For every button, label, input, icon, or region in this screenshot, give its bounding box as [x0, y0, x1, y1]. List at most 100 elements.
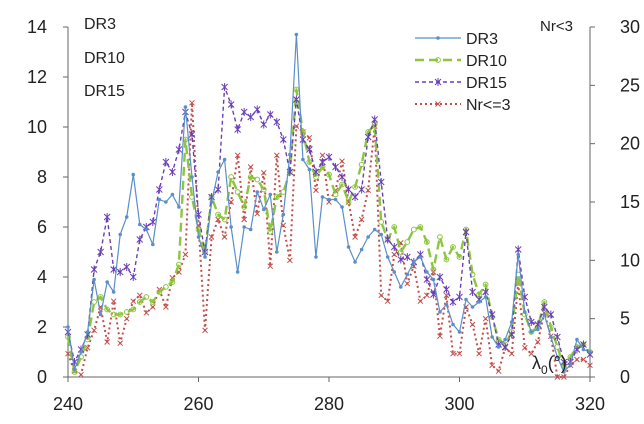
y-left-tick-label: 12 [27, 67, 47, 87]
data-point-dr3 [398, 285, 403, 289]
data-point-dr15 [449, 298, 457, 306]
left-label-dr15: DR15 [84, 83, 125, 100]
data-point-nr-3 [143, 309, 150, 316]
data-point-dr3 [425, 270, 429, 274]
data-point-dr15 [175, 145, 183, 154]
data-point-dr3 [451, 322, 455, 327]
data-point-dr15 [97, 248, 104, 256]
data-point-dr15 [221, 83, 228, 91]
data-point-dr10 [104, 306, 111, 313]
data-point-dr10 [156, 289, 163, 295]
data-point-dr3 [496, 345, 501, 349]
data-point-dr10 [345, 199, 352, 205]
data-point-dr3 [509, 320, 514, 324]
data-point-dr15 [116, 268, 124, 276]
data-point-nr-3 [352, 234, 358, 240]
data-point-nr-3 [384, 298, 391, 305]
data-point-nr-3 [208, 234, 215, 240]
data-point-nr-3 [587, 362, 593, 369]
data-point-dr10 [260, 186, 267, 193]
data-point-dr3 [385, 255, 390, 259]
data-point-dr3 [457, 330, 462, 334]
data-point-nr-3 [437, 333, 443, 340]
data-point-dr15 [482, 288, 489, 296]
data-point-nr-3 [391, 251, 398, 258]
data-point-dr3 [98, 312, 103, 317]
data-point-dr15 [253, 105, 261, 114]
data-point-dr15 [443, 285, 450, 294]
data-point-dr3 [72, 367, 77, 372]
data-point-dr3 [379, 232, 384, 237]
y-left-tick-label: 4 [37, 267, 47, 287]
data-point-nr-3 [221, 234, 228, 240]
y-right-tick-label: 30 [620, 17, 640, 37]
series-nr-3 [65, 99, 593, 380]
data-point-dr10 [97, 294, 104, 300]
data-point-dr3 [418, 255, 423, 259]
data-point-nr-3 [130, 298, 137, 305]
data-point-nr-3 [110, 298, 117, 305]
data-point-dr10 [332, 191, 339, 198]
data-point-nr-3 [136, 292, 143, 299]
y-left-tick-label: 14 [27, 17, 47, 37]
data-point-dr15 [534, 320, 542, 329]
data-point-nr-3 [228, 199, 234, 205]
data-point-dr3 [255, 190, 260, 194]
data-point-nr-3 [182, 251, 189, 258]
data-point-dr10 [143, 294, 150, 300]
legend-label-nr-3: Nr<=3 [466, 97, 511, 114]
data-point-nr-3 [574, 356, 580, 363]
x-axis-label-sub: 0 [541, 363, 548, 377]
data-point-dr3 [320, 195, 325, 199]
data-point-dr15 [436, 273, 444, 281]
data-point-dr10 [228, 174, 235, 180]
data-point-dr3 [66, 325, 70, 329]
data-point-nr-3 [189, 99, 195, 106]
data-point-dr10 [482, 281, 489, 288]
data-point-dr10 [378, 219, 385, 225]
data-point-dr10 [91, 299, 97, 305]
data-point-nr-3 [91, 327, 97, 334]
data-point-dr3 [431, 277, 436, 282]
data-point-dr3 [536, 327, 540, 332]
data-point-dr3 [111, 290, 116, 294]
data-point-dr15 [188, 130, 196, 139]
data-point-nr-3 [267, 263, 274, 270]
data-point-dr3 [222, 157, 227, 162]
data-point-nr-3 [260, 169, 267, 176]
legend-item-dr15: DR15 [415, 75, 507, 92]
data-point-dr15 [469, 288, 476, 296]
y-left-tick-label: 0 [37, 367, 47, 387]
data-point-nr-3 [508, 350, 515, 357]
y-right-tick-label: 5 [620, 309, 630, 329]
data-point-dr15 [90, 265, 98, 274]
data-point-dr15 [332, 163, 339, 171]
data-point-nr-3 [417, 298, 424, 305]
data-point-dr3 [85, 330, 90, 334]
data-point-dr3 [412, 260, 416, 264]
data-point-dr15 [364, 133, 372, 141]
data-point-dr3 [216, 170, 220, 174]
data-point-dr3 [248, 227, 253, 232]
data-point-dr3 [503, 337, 507, 342]
data-point-dr3 [209, 200, 214, 204]
y-left-tick-label: 6 [37, 217, 47, 237]
data-point-nr-3 [404, 280, 411, 287]
legend-item-nr-3: Nr<=3 [415, 97, 511, 114]
x-tick-label: 320 [575, 394, 605, 414]
data-point-dr3 [137, 222, 142, 227]
data-point-dr15 [149, 218, 157, 226]
data-point-dr15 [560, 358, 568, 366]
data-point-dr10 [417, 224, 424, 230]
data-point-nr-3 [554, 374, 561, 380]
data-point-dr3 [203, 255, 207, 259]
data-point-dr10 [528, 329, 535, 335]
data-point-dr10 [169, 279, 176, 285]
data-point-dr10 [221, 216, 228, 223]
data-point-dr10 [443, 256, 450, 263]
data-point-dr3 [242, 225, 246, 229]
data-point-dr15 [319, 158, 326, 166]
data-point-dr15 [103, 213, 111, 221]
data-point-dr10 [136, 299, 143, 305]
